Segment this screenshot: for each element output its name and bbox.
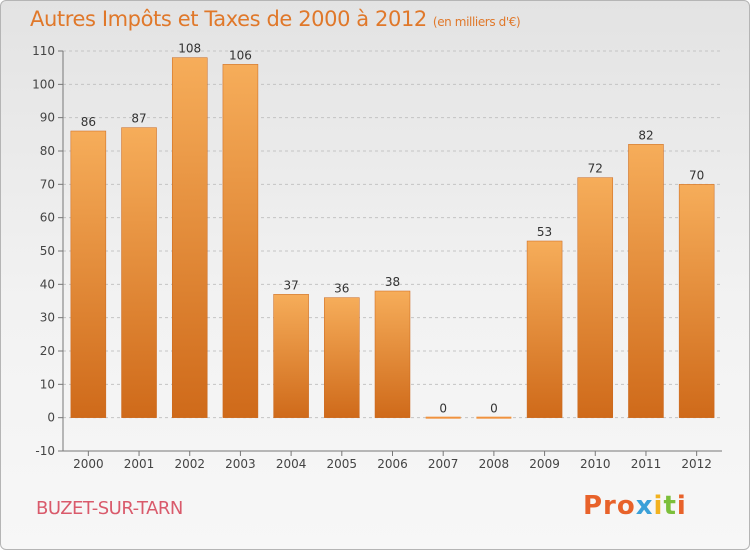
y-tick-label: 10 bbox=[40, 377, 55, 391]
bar-value-label: 37 bbox=[283, 278, 298, 292]
bar-value-label: 86 bbox=[81, 115, 96, 129]
bar-value-label: 87 bbox=[131, 112, 146, 126]
x-tick-label: 2007 bbox=[428, 457, 459, 471]
logo-part-x: x bbox=[635, 491, 654, 521]
bar-value-label: 38 bbox=[385, 275, 400, 289]
bar bbox=[577, 177, 614, 418]
proxiti-logo: Proxiti bbox=[583, 491, 687, 521]
y-tick-label: 80 bbox=[40, 144, 55, 158]
x-tick-label: 2012 bbox=[681, 457, 712, 471]
bar-value-label: 82 bbox=[638, 128, 653, 142]
logo-part-i2: i bbox=[676, 491, 687, 521]
x-tick-label: 2006 bbox=[377, 457, 408, 471]
x-tick-label: 2002 bbox=[174, 457, 205, 471]
logo-part-t: t bbox=[663, 491, 677, 521]
x-tick-label: 2003 bbox=[225, 457, 256, 471]
bar bbox=[374, 290, 411, 418]
bar-value-label: 106 bbox=[229, 48, 252, 62]
chart-title: Autres Impôts et Taxes de 2000 à 2012 (en… bbox=[30, 7, 521, 31]
bar bbox=[70, 130, 107, 418]
x-tick-label: 2009 bbox=[529, 457, 560, 471]
logo-part-pro: Pro bbox=[583, 491, 636, 521]
bar-value-label: 0 bbox=[490, 402, 498, 416]
bar-value-label: 70 bbox=[689, 168, 704, 182]
bar bbox=[678, 184, 715, 418]
y-tick-label: 100 bbox=[32, 77, 55, 91]
x-tick-label: 2011 bbox=[631, 457, 662, 471]
bar bbox=[222, 64, 259, 418]
x-tick-label: 2004 bbox=[276, 457, 307, 471]
bar bbox=[476, 416, 512, 419]
bar bbox=[425, 416, 461, 419]
x-tick-label: 2005 bbox=[327, 457, 358, 471]
bar bbox=[628, 144, 664, 418]
x-tick-label: 2000 bbox=[73, 457, 104, 471]
x-tick-label: 2008 bbox=[479, 457, 510, 471]
y-tick-label: 90 bbox=[40, 111, 55, 125]
y-tick-label: 50 bbox=[40, 244, 55, 258]
bar-value-label: 53 bbox=[537, 225, 552, 239]
chart-subtitle: (en milliers d'€) bbox=[432, 15, 521, 29]
bar-value-label: 108 bbox=[178, 42, 201, 56]
bar bbox=[526, 240, 563, 418]
x-tick-label: 2001 bbox=[124, 457, 155, 471]
bar-value-label: 36 bbox=[334, 282, 349, 296]
y-tick-label: 40 bbox=[40, 277, 55, 291]
bar bbox=[273, 294, 309, 418]
bar bbox=[324, 297, 360, 418]
bar-value-label: 72 bbox=[588, 162, 603, 176]
x-tick-label: 2010 bbox=[580, 457, 611, 471]
y-tick-label: -10 bbox=[35, 444, 55, 458]
y-tick-label: 30 bbox=[40, 311, 55, 325]
y-tick-label: 110 bbox=[32, 44, 55, 58]
y-tick-label: 0 bbox=[47, 411, 55, 425]
commune-name: BUZET-SUR-TARN bbox=[36, 498, 183, 519]
chart-title-text: Autres Impôts et Taxes de 2000 à 2012 bbox=[30, 7, 427, 31]
y-tick-label: 70 bbox=[40, 177, 55, 191]
bar-value-label: 0 bbox=[439, 402, 447, 416]
bar bbox=[121, 127, 157, 418]
y-tick-label: 60 bbox=[40, 211, 55, 225]
logo-part-i: i bbox=[653, 491, 664, 521]
y-tick-label: 20 bbox=[40, 344, 55, 358]
bar bbox=[171, 57, 208, 418]
